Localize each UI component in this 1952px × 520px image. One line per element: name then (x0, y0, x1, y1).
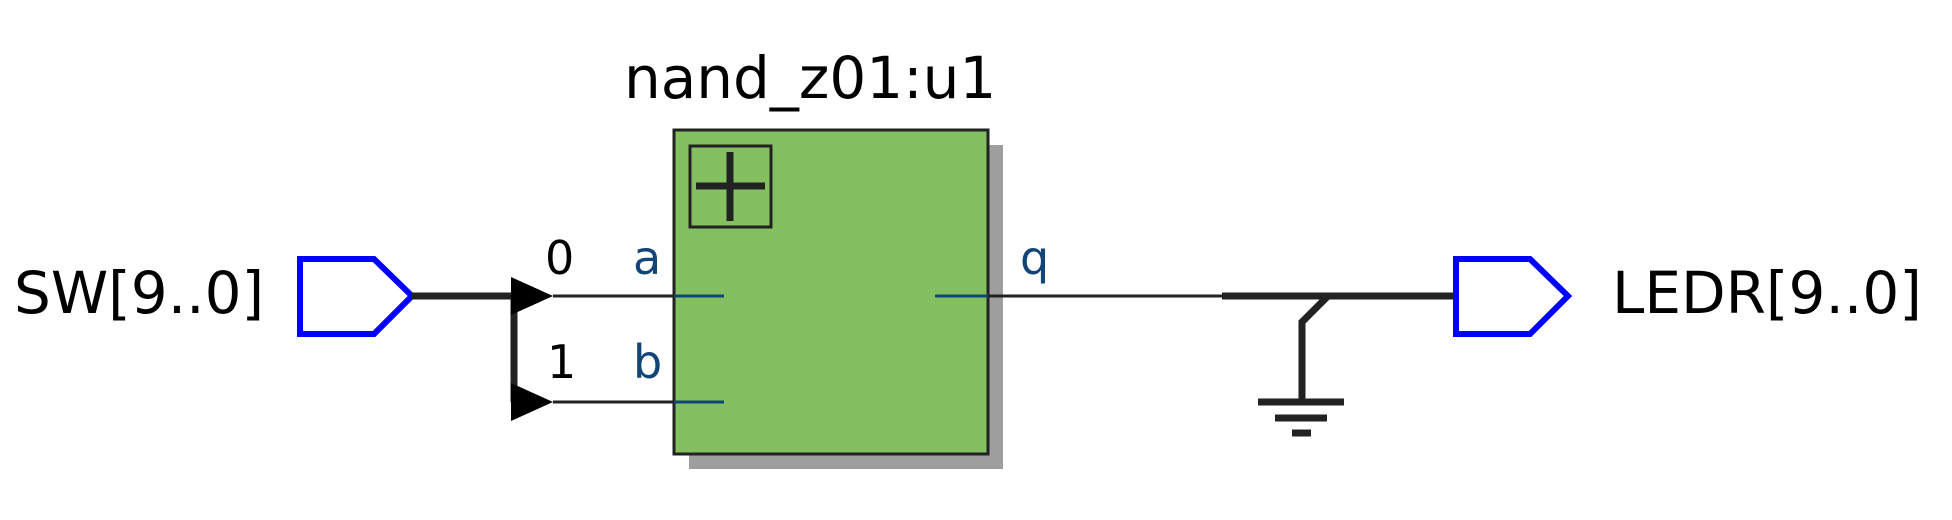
pin-label-b: b (633, 335, 662, 389)
nand-instance-block[interactable] (672, 128, 1003, 469)
block-body[interactable] (672, 128, 990, 456)
output-port-label: LEDR[9..0] (1612, 259, 1922, 327)
ripper-arrow-0 (511, 277, 553, 315)
input-port-label: SW[9..0] (14, 259, 264, 327)
plus-icon[interactable] (688, 144, 773, 229)
bus-index-0: 0 (545, 231, 574, 285)
ripper-arrow-1 (511, 383, 553, 421)
instance-label: nand_z01:u1 (624, 44, 996, 112)
input-port-icon[interactable] (297, 256, 417, 337)
ground-icon (1258, 293, 1344, 437)
bus-index-1: 1 (547, 335, 576, 389)
pin-label-q: q (1020, 231, 1049, 285)
pin-label-a: a (633, 231, 661, 285)
output-port-icon[interactable] (1453, 256, 1573, 337)
